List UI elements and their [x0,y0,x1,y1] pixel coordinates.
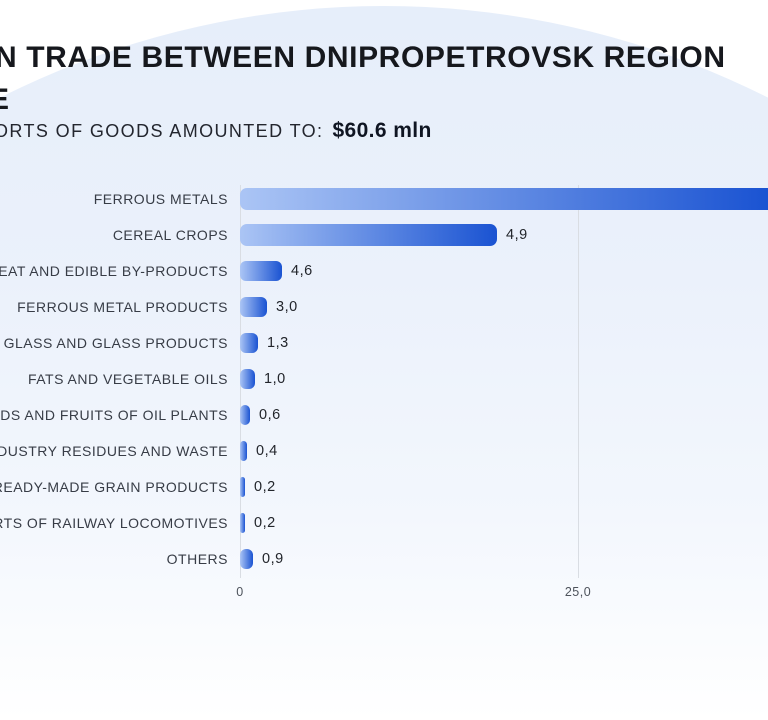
page-title-line2-fragment: E [0,83,10,117]
value-label: 1,3 [267,335,289,351]
bar [240,477,245,497]
value-label: 3,0 [276,299,298,315]
subtitle: ORTS OF GOODS AMOUNTED TO: $60.6 mln [0,119,432,143]
bar-row: SEEDS AND FRUITS OF OIL PLANTS 0,6 [0,397,768,433]
value-label: 0,9 [262,551,284,567]
bar-row: OTHERS 0,9 [0,541,768,577]
bar [240,333,258,353]
bar-row: INDUSTRY RESIDUES AND WASTE 0,4 [0,433,768,469]
bar-row: GLASS AND GLASS PRODUCTS 1,3 [0,325,768,361]
x-axis-tick-0: 0 [236,585,244,599]
page-title-line1: N TRADE BETWEEN DNIPROPETROVSK REGION [0,41,726,74]
bar [240,405,250,425]
subtitle-text: ORTS OF GOODS AMOUNTED TO: [0,121,324,141]
value-label: 0,2 [254,479,276,495]
value-label: 0,4 [256,443,278,459]
subtitle-amount: $60.6 mln [332,119,432,142]
category-label: PARTS OF RAILWAY LOCOMOTIVES [0,515,228,531]
bar-row: MEAT AND EDIBLE BY-PRODUCTS 4,6 [0,253,768,289]
category-label: READY-MADE GRAIN PRODUCTS [0,479,228,495]
background-dome [0,6,768,720]
category-label: GLASS AND GLASS PRODUCTS [3,335,228,351]
bar [240,441,247,461]
bar [240,549,253,569]
value-label: 0,6 [259,407,281,423]
bar-row: FERROUS METAL PRODUCTS 3,0 [0,289,768,325]
value-label: 1,0 [264,371,286,387]
value-label: 4,6 [291,263,313,279]
category-label: FERROUS METAL PRODUCTS [17,299,228,315]
category-label: SEEDS AND FRUITS OF OIL PLANTS [0,407,228,423]
value-label: 0,2 [254,515,276,531]
bar-row: FERROUS METALS [0,181,768,217]
bar-row: FATS AND VEGETABLE OILS 1,0 [0,361,768,397]
bar [240,224,497,246]
bar [240,369,255,389]
gridline-25 [578,185,579,578]
x-axis-tick-25: 25,0 [564,585,592,599]
bar-row: PARTS OF RAILWAY LOCOMOTIVES 0,2 [0,505,768,541]
value-label: 4,9 [506,227,528,243]
category-label: MEAT AND EDIBLE BY-PRODUCTS [0,263,228,279]
bar [240,513,245,533]
bar [240,188,768,210]
bar-row: READY-MADE GRAIN PRODUCTS 0,2 [0,469,768,505]
bar [240,261,282,281]
category-label: FERROUS METALS [93,191,228,207]
category-label: OTHERS [166,551,228,567]
bar [240,297,267,317]
category-label: FATS AND VEGETABLE OILS [27,371,228,387]
category-label: INDUSTRY RESIDUES AND WASTE [0,443,228,459]
bar-row: CEREAL CROPS 4,9 [0,217,768,253]
category-label: CEREAL CROPS [112,227,228,243]
